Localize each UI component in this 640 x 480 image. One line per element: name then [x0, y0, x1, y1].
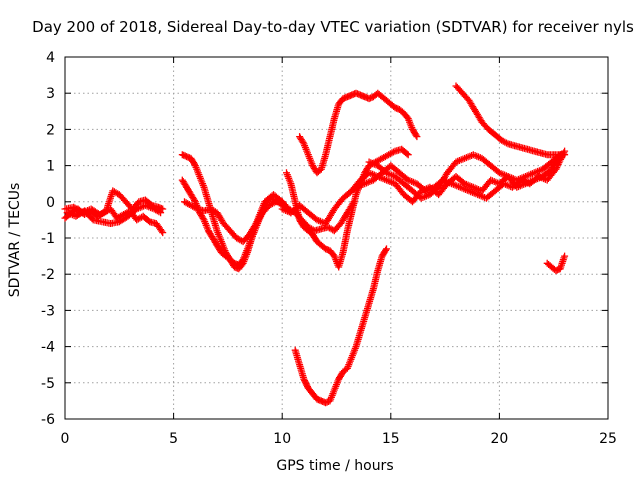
chart-title: Day 200 of 2018, Sidereal Day-to-day VTE…	[32, 18, 634, 36]
data-series-track-d	[178, 151, 286, 273]
data-marks	[61, 82, 569, 407]
data-series-track-b	[61, 187, 167, 218]
axis-ticks: 0 5 10 15 20 25 -6 -5 -4 -3 -2 -1 0 1 2 3 4	[41, 50, 617, 447]
y-tick-label: 3	[46, 86, 55, 102]
data-series-track-i	[291, 245, 390, 407]
data-series-track-n	[543, 252, 569, 275]
y-tick-label: -6	[41, 412, 55, 428]
data-point-marker	[561, 151, 569, 159]
data-point-marker	[302, 380, 310, 388]
data-series-track-e	[178, 176, 295, 269]
data-point-marker	[390, 148, 397, 156]
data-point-marker	[301, 377, 309, 385]
data-point-marker	[561, 252, 569, 260]
data-series-track-g	[283, 145, 412, 271]
y-tick-label: 4	[46, 50, 55, 66]
data-point-marker	[192, 204, 200, 212]
y-tick-label: -1	[41, 231, 55, 247]
data-point-marker	[413, 133, 421, 141]
x-tick-label: 20	[490, 431, 508, 447]
y-tick-label: -3	[41, 303, 55, 319]
data-point-marker	[157, 209, 165, 217]
data-point-marker	[403, 150, 411, 158]
data-point-marker	[412, 131, 420, 139]
data-point-marker	[503, 139, 510, 147]
data-point-marker	[270, 199, 278, 207]
y-tick-label: 2	[46, 122, 55, 138]
data-point-marker	[191, 160, 198, 168]
data-series-track-m	[452, 82, 569, 159]
x-tick-label: 5	[169, 431, 178, 447]
y-tick-label: 0	[46, 195, 55, 211]
data-point-marker	[159, 229, 167, 237]
x-axis-label: GPS time / hours	[276, 458, 393, 474]
y-tick-label: -2	[41, 267, 55, 283]
x-tick-label: 10	[273, 431, 291, 447]
data-point-marker	[159, 205, 167, 213]
y-axis-label: SDTVAR / TECUs	[7, 183, 23, 298]
data-point-marker	[300, 375, 308, 383]
data-point-marker	[555, 159, 563, 167]
x-tick-label: 25	[599, 431, 617, 447]
data-point-marker	[382, 246, 390, 254]
data-point-marker	[191, 196, 198, 204]
data-point-marker	[299, 138, 307, 146]
x-tick-label: 0	[61, 431, 70, 447]
data-point-marker	[158, 227, 166, 235]
data-point-marker	[554, 162, 561, 170]
y-tick-label: 1	[46, 159, 55, 175]
data-series-track-k	[343, 147, 569, 202]
data-series-track-c	[63, 201, 165, 227]
data-point-marker	[383, 245, 390, 253]
y-tick-label: -4	[41, 340, 55, 356]
data-point-marker	[552, 165, 560, 173]
data-point-marker	[404, 151, 412, 159]
x-tick-label: 15	[382, 431, 400, 447]
data-series-track-l	[365, 151, 564, 202]
data-series-track-h	[296, 89, 421, 177]
y-tick-label: -5	[41, 376, 55, 392]
data-point-marker	[199, 215, 207, 222]
data-point-marker	[301, 378, 309, 386]
data-point-marker	[303, 381, 311, 389]
